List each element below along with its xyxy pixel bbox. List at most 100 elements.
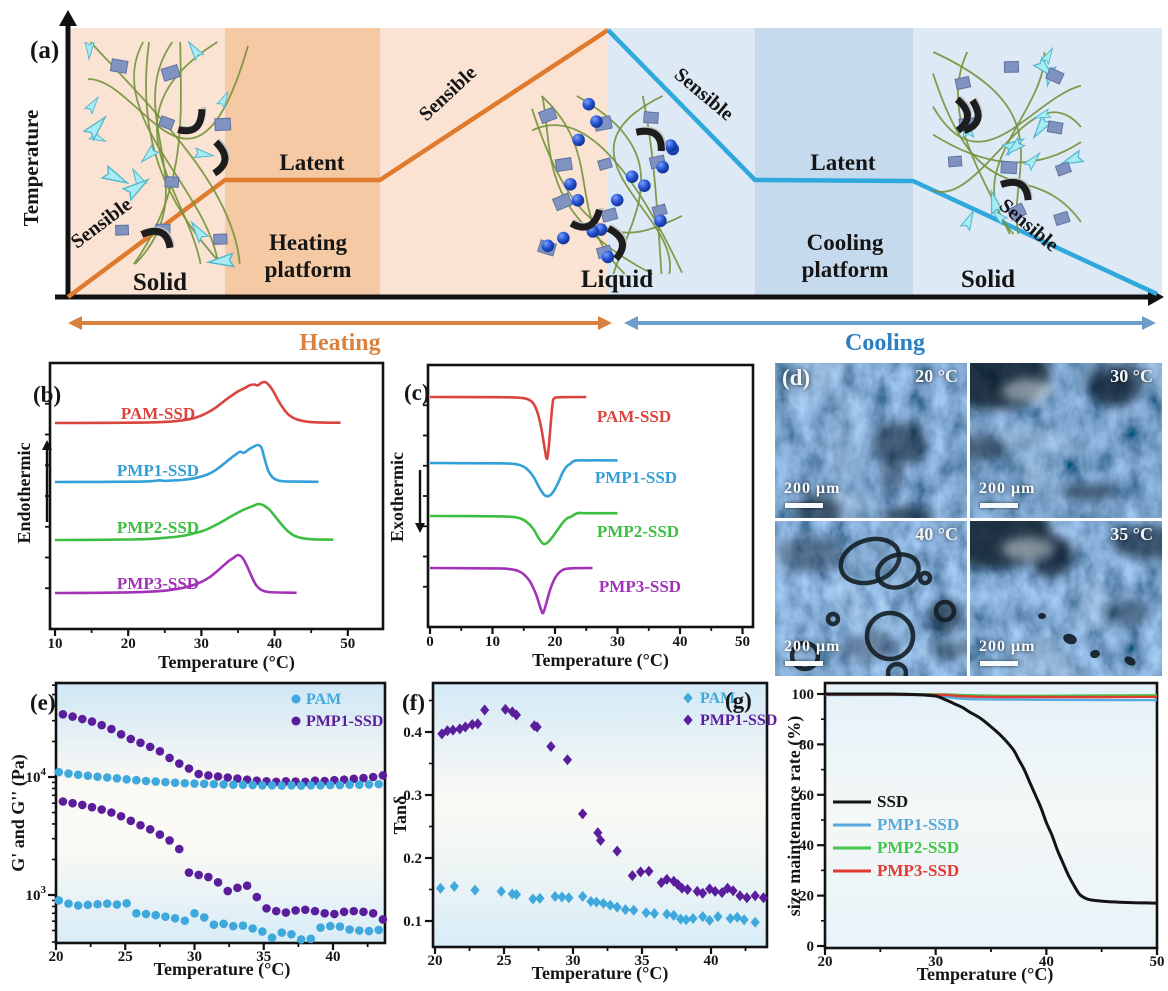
data-point bbox=[54, 896, 64, 905]
data-point bbox=[112, 900, 122, 909]
x-axis-title: Temperature (°C) bbox=[917, 964, 1054, 985]
data-point bbox=[252, 892, 262, 902]
y-tick-label: 60 bbox=[799, 788, 814, 804]
panel-letter-c: (c) bbox=[404, 380, 430, 405]
cooling-profile-line bbox=[606, 28, 1158, 297]
data-point bbox=[233, 883, 242, 893]
data-point bbox=[199, 779, 209, 789]
panel-b: 10 20 30 40 50 Temperature (°C) Endothermic PAM… bbox=[14, 361, 385, 673]
data-point bbox=[669, 909, 679, 921]
x-axis-title: Temperature (°C) bbox=[532, 963, 669, 984]
data-point bbox=[78, 800, 87, 810]
data-point bbox=[213, 878, 223, 887]
data-point bbox=[349, 906, 359, 916]
scatter-series-PMP1-SSD G'' bbox=[58, 797, 388, 924]
y-tick-label: 0.2 bbox=[403, 851, 422, 867]
data-point bbox=[281, 908, 291, 917]
scalebar-label: 200 μm bbox=[979, 480, 1036, 497]
data-point bbox=[136, 820, 145, 830]
x-tick-label: 0 bbox=[426, 634, 434, 650]
sample-label-PMP1-SSD: PMP1-SSD bbox=[595, 468, 677, 487]
data-point bbox=[683, 692, 693, 704]
data-point bbox=[564, 892, 574, 904]
dsc-curve-PMP1-SSD bbox=[54, 443, 319, 484]
line-series-SSD bbox=[825, 692, 1158, 905]
data-point bbox=[449, 880, 459, 892]
data-point bbox=[598, 897, 608, 909]
data-point bbox=[705, 914, 715, 926]
data-point bbox=[673, 878, 683, 890]
data-point bbox=[87, 717, 97, 726]
x-tick-label: 25 bbox=[118, 949, 133, 965]
data-point bbox=[223, 773, 233, 782]
x-axis-title: Temperature (°C) bbox=[532, 650, 669, 671]
sample-label-PMP2-SSD: PMP2-SSD bbox=[597, 522, 679, 541]
data-point bbox=[364, 780, 374, 789]
cooling-latent-label: Latent bbox=[810, 150, 876, 175]
data-point bbox=[325, 921, 335, 931]
data-point bbox=[248, 924, 257, 933]
x-tick-label: 20 bbox=[49, 949, 64, 965]
panel-d-micrographs: (d) 20 °C 200 μm 30 °C 200 μm 40 °C 200 … bbox=[775, 363, 1163, 676]
data-point bbox=[97, 720, 107, 730]
scalebar bbox=[980, 661, 1018, 666]
data-point bbox=[698, 887, 708, 899]
legend-label-PMP1-SSD: PMP1-SSD bbox=[700, 712, 777, 729]
data-point bbox=[562, 754, 573, 766]
data-point bbox=[296, 781, 306, 790]
panel-e-f-g-wrap: 20 25 30 35 40 103 104 Temperature (°C) G' and G… bbox=[0, 676, 1168, 991]
data-point bbox=[141, 909, 151, 919]
phase-zone bbox=[755, 28, 913, 297]
data-point bbox=[132, 775, 141, 785]
data-point bbox=[532, 721, 542, 733]
x-tick-label: 30 bbox=[194, 636, 209, 652]
dark-speck bbox=[1090, 649, 1100, 659]
scalebar bbox=[785, 503, 823, 508]
data-point bbox=[758, 892, 769, 904]
data-point bbox=[325, 780, 335, 790]
data-point bbox=[180, 778, 190, 788]
data-point bbox=[258, 927, 267, 936]
data-point bbox=[213, 772, 223, 781]
data-point bbox=[248, 780, 257, 790]
data-point bbox=[460, 721, 470, 733]
data-point bbox=[507, 706, 517, 718]
data-point bbox=[64, 769, 73, 778]
data-point bbox=[184, 868, 194, 877]
droplet bbox=[838, 536, 902, 586]
droplet bbox=[885, 661, 909, 676]
data-point bbox=[242, 881, 252, 890]
data-point bbox=[470, 884, 480, 896]
panel-d-label: (d) bbox=[782, 365, 811, 390]
dsc-curve-PAM-SSD bbox=[429, 395, 587, 461]
y-tick-label: 0.4 bbox=[403, 725, 422, 741]
plot-frame bbox=[48, 361, 385, 631]
data-point bbox=[605, 899, 615, 911]
data-point bbox=[194, 769, 203, 779]
data-point bbox=[267, 933, 277, 942]
data-point bbox=[107, 808, 116, 817]
sample-label-PAM-SSD: PAM-SSD bbox=[121, 404, 195, 423]
dsc-curve-PMP1-SSD bbox=[429, 459, 618, 498]
data-point bbox=[310, 906, 320, 916]
data-point bbox=[437, 728, 447, 740]
panel-a-canvas: (a) Temperature Sensible Solid Latent He… bbox=[19, 10, 1164, 356]
phase-zone bbox=[608, 28, 755, 297]
x-tick-label: 20 bbox=[548, 634, 563, 650]
polymer-network-solid bbox=[932, 46, 1085, 235]
data-point bbox=[596, 834, 606, 846]
sample-label-PMP1-SSD: PMP1-SSD bbox=[117, 461, 199, 480]
phase-zone bbox=[380, 28, 608, 297]
plot-frame bbox=[431, 681, 769, 949]
heating-range-arrow-head-left bbox=[68, 316, 82, 330]
dsc-curve-PMP3-SSD bbox=[54, 553, 297, 595]
micrograph-40c: 40 °C 200 μm bbox=[775, 521, 967, 676]
data-point bbox=[507, 888, 517, 900]
data-point bbox=[287, 781, 296, 790]
data-point bbox=[435, 882, 446, 894]
legend-label-PMP3-SSD: PMP3-SSD bbox=[877, 861, 959, 880]
panel-letter-f: (f) bbox=[402, 690, 425, 715]
data-point bbox=[267, 781, 277, 790]
data-point bbox=[141, 776, 151, 786]
